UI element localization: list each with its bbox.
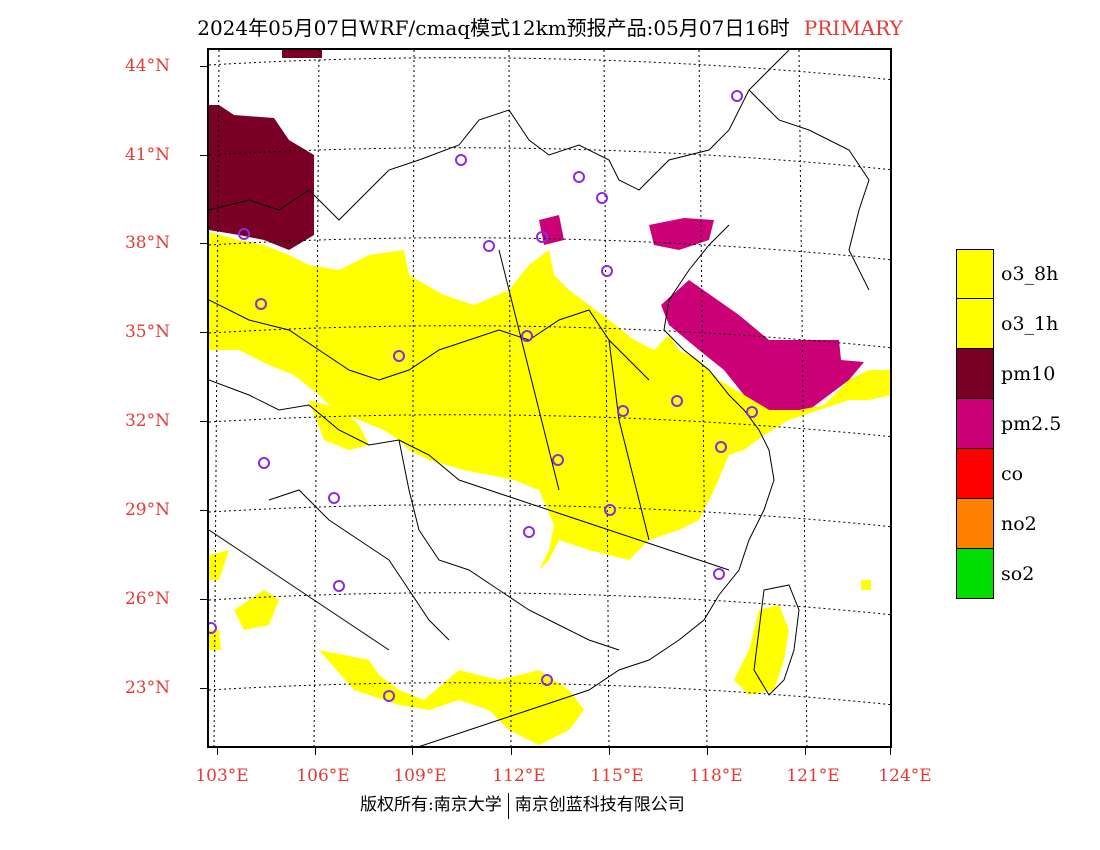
lat-label-29: 29°N [124, 500, 170, 520]
legend-item-pm25: pm2.5 [956, 399, 1096, 449]
title-main: 2024年05月07日WRF/cmaq模式12km预报产品:05月07日16时 [197, 16, 790, 40]
legend-label: o3_1h [1001, 313, 1059, 335]
lat-label-35: 35°N [124, 322, 170, 342]
lon-tick [609, 748, 610, 755]
province-borders [209, 50, 870, 746]
legend-swatch [956, 349, 994, 399]
lon-label-118: 118°E [689, 766, 743, 786]
o3-region [209, 232, 890, 745]
map-frame[interactable] [207, 48, 892, 748]
lon-label-121: 121°E [786, 766, 840, 786]
lon-tick [805, 748, 806, 755]
lat-tick [200, 332, 207, 333]
copyright-notice: 版权所有:南京大学 南京创蓝科技有限公司 [360, 790, 685, 819]
lat-tick [200, 155, 207, 156]
legend-swatch [956, 449, 994, 499]
pm10-region-northwest [209, 50, 322, 250]
lon-tick [315, 748, 316, 755]
lat-tick [200, 243, 207, 244]
lon-label-112: 112°E [492, 766, 546, 786]
legend-item-pm10: pm10 [956, 349, 1096, 399]
legend-label: no2 [1001, 513, 1037, 535]
station-markers [209, 90, 758, 702]
lon-tick [890, 748, 891, 755]
lat-tick [200, 599, 207, 600]
lon-tick [412, 748, 413, 755]
map-canvas [209, 50, 890, 746]
legend-item-no2: no2 [956, 499, 1096, 549]
legend-label: pm10 [1001, 363, 1056, 385]
pollutant-legend: o3_8h o3_1h pm10 pm2.5 co no2 so2 [956, 249, 1096, 599]
legend-item-co: co [956, 449, 1096, 499]
lat-label-38: 38°N [124, 233, 170, 253]
legend-label: pm2.5 [1001, 413, 1062, 435]
lon-label-103: 103°E [195, 766, 249, 786]
lat-label-44: 44°N [124, 56, 170, 76]
lat-label-41: 41°N [124, 145, 170, 165]
lat-tick [200, 421, 207, 422]
legend-item-so2: so2 [956, 549, 1096, 599]
title-tag-primary: PRIMARY [803, 16, 903, 40]
legend-label: so2 [1001, 563, 1035, 585]
lat-tick [200, 688, 207, 689]
legend-swatch [956, 399, 994, 449]
lon-tick [707, 748, 708, 755]
legend-label: co [1001, 463, 1024, 485]
copyright-separator [507, 792, 509, 819]
lat-tick [200, 510, 207, 511]
legend-swatch [956, 299, 994, 349]
legend-label: o3_8h [1001, 263, 1059, 285]
legend-item-o3-8h: o3_8h [956, 249, 1096, 299]
lon-label-115: 115°E [590, 766, 644, 786]
lat-tick [200, 66, 207, 67]
lon-tick [217, 748, 218, 755]
lon-label-106: 106°E [296, 766, 350, 786]
lon-label-109: 109°E [393, 766, 447, 786]
copyright-left: 版权所有:南京大学 [360, 795, 502, 815]
copyright-right: 南京创蓝科技有限公司 [514, 795, 685, 815]
lat-label-23: 23°N [124, 678, 170, 698]
map-title: 2024年05月07日WRF/cmaq模式12km预报产品:05月07日16时 P… [0, 12, 1100, 41]
lat-label-32: 32°N [124, 411, 170, 431]
lat-label-26: 26°N [124, 589, 170, 609]
legend-swatch [956, 249, 994, 299]
legend-swatch [956, 549, 994, 599]
legend-swatch [956, 499, 994, 549]
legend-item-o3-1h: o3_1h [956, 299, 1096, 349]
lon-label-124: 124°E [878, 766, 932, 786]
lon-tick [511, 748, 512, 755]
